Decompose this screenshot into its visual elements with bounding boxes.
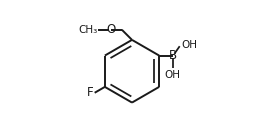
Text: B: B xyxy=(169,49,177,62)
Text: CH₃: CH₃ xyxy=(78,25,97,35)
Text: O: O xyxy=(106,23,115,36)
Text: F: F xyxy=(87,86,94,99)
Text: OH: OH xyxy=(165,70,181,80)
Text: OH: OH xyxy=(182,39,198,50)
